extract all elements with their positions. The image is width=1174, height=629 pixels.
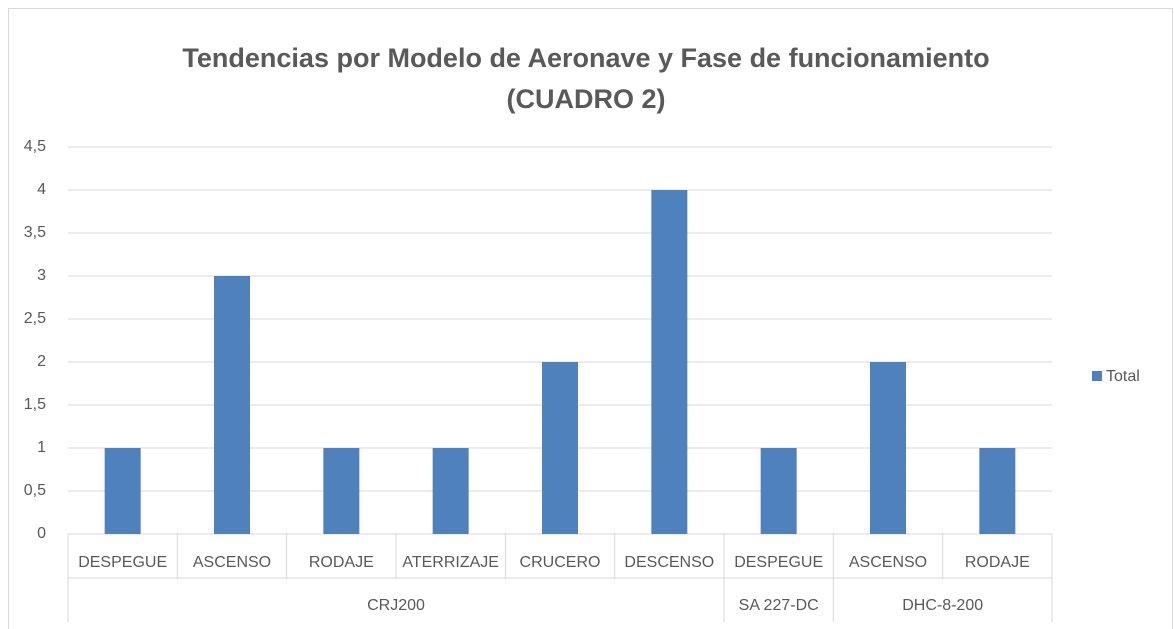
bar	[651, 190, 688, 534]
y-tick-label: 0,5	[24, 482, 46, 499]
x-tick-label: DESPEGUE	[78, 554, 167, 571]
x-tick-label: ATERRIZAJE	[402, 554, 499, 571]
y-tick-label: 2	[37, 353, 46, 370]
x-tick-label: CRUCERO	[520, 554, 601, 571]
bar	[214, 276, 250, 534]
chart-title: Tendencias por Modelo de Aeronave y Fase…	[182, 43, 989, 73]
y-tick-label: 1,5	[24, 396, 46, 413]
bar	[760, 448, 797, 534]
bar	[432, 448, 469, 534]
bar	[979, 448, 1016, 534]
x-tick-label: ASCENSO	[849, 554, 927, 571]
x-tick-label: DESPEGUE	[734, 554, 823, 571]
bar	[542, 362, 578, 534]
y-tick-label: 1	[37, 439, 46, 456]
x-tick-label: RODAJE	[965, 554, 1030, 571]
y-tick-label: 3,5	[24, 224, 46, 241]
group-label: DHC-8-200	[902, 597, 983, 614]
chart-title: (CUADRO 2)	[507, 84, 666, 114]
bar	[104, 448, 141, 534]
group-label: SA 227-DC	[739, 597, 819, 614]
bar	[870, 362, 906, 534]
x-tick-label: ASCENSO	[193, 554, 271, 571]
legend-swatch	[1092, 371, 1102, 381]
x-tick-label: RODAJE	[309, 554, 374, 571]
y-tick-label: 3	[37, 267, 46, 284]
legend-label: Total	[1106, 368, 1140, 385]
group-label: CRJ200	[367, 597, 425, 614]
chart-border	[8, 8, 1173, 629]
y-tick-label: 4,5	[24, 138, 46, 155]
y-tick-label: 0	[37, 525, 46, 542]
bar	[323, 448, 360, 534]
y-tick-label: 2,5	[24, 310, 46, 327]
y-tick-label: 4	[37, 181, 46, 198]
x-tick-label: DESCENSO	[624, 554, 714, 571]
